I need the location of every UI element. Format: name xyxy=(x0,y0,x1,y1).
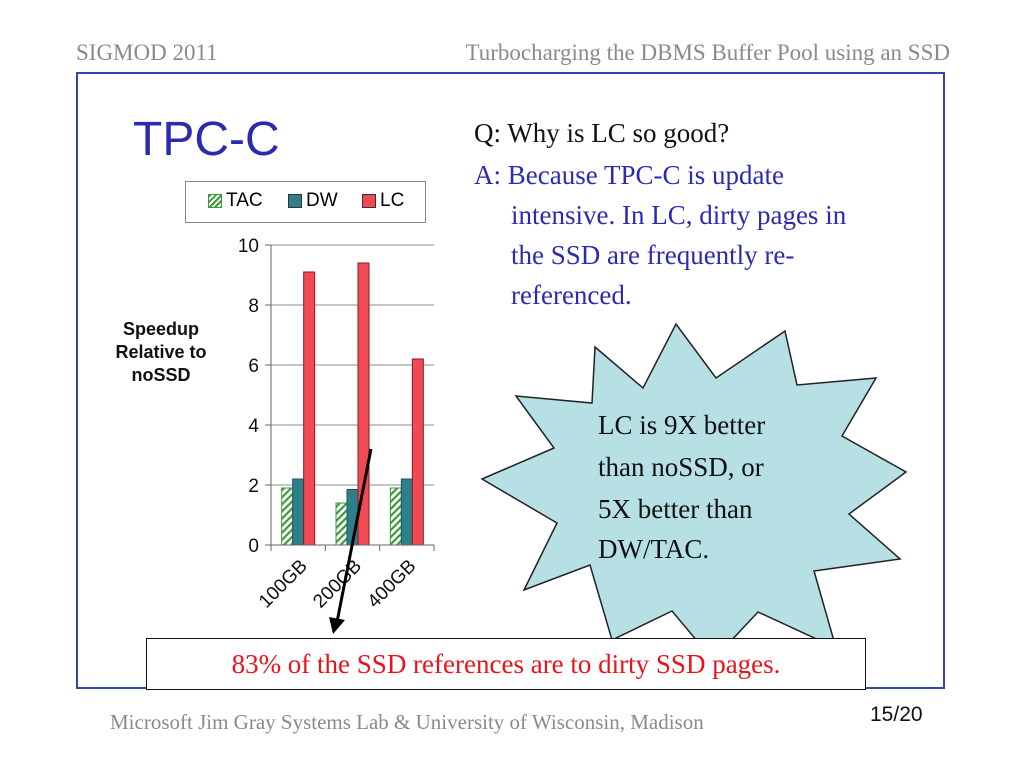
callout-line-2: than noSSD, or xyxy=(598,452,764,482)
callout-line-3: 5X better than xyxy=(598,494,753,524)
question-text: Q: Why is LC so good? xyxy=(474,118,730,148)
pointer-arrow-line xyxy=(335,448,373,623)
answer-line-2: intensive. In LC, dirty pages in xyxy=(511,200,847,230)
conference-label: SIGMOD 2011 xyxy=(76,40,218,65)
footer-affiliation: Microsoft Jim Gray Systems Lab & Univers… xyxy=(110,710,704,734)
legend-label-dw: DW xyxy=(306,190,338,211)
legend-swatch-tac xyxy=(208,193,222,208)
legend-item-tac: TAC xyxy=(208,190,263,212)
y-tick-label: 10 xyxy=(238,236,259,257)
y-axis-label-line-3: noSSD xyxy=(131,365,191,385)
y-tick-label: 6 xyxy=(248,356,259,377)
slide-title: TPC-C xyxy=(133,113,280,166)
y-tick-label: 8 xyxy=(248,296,259,317)
y-tick-label: 2 xyxy=(248,476,259,497)
legend-item-dw: DW xyxy=(288,190,338,212)
legend-item-lc: LC xyxy=(362,190,404,212)
dirty-pages-note: 83% of the SSD references are to dirty S… xyxy=(146,638,866,690)
answer-line-3: the SSD are frequently re- xyxy=(511,240,795,270)
answer-line-1: A: Because TPC-C is update xyxy=(474,160,784,190)
y-axis-label-line-1: Speedup xyxy=(122,319,199,339)
page-number: 15/20 xyxy=(870,703,923,726)
legend-swatch-lc xyxy=(362,193,376,208)
chart-legend: TAC DW LC xyxy=(185,181,426,223)
callout-line-4: DW/TAC. xyxy=(598,534,710,564)
legend-label-lc: LC xyxy=(380,190,405,211)
legend-label-tac: TAC xyxy=(226,190,263,211)
legend-swatch-dw xyxy=(288,193,302,208)
starburst-shape xyxy=(480,322,908,662)
pointer-arrow-head xyxy=(329,617,345,634)
y-axis-label: Speedup Relative to noSSD xyxy=(96,318,226,387)
y-tick-label: 0 xyxy=(248,536,259,557)
talk-title: Turbocharging the DBMS Buffer Pool using… xyxy=(465,40,950,65)
y-tick-label: 4 xyxy=(248,416,259,437)
answer-line-4: referenced. xyxy=(511,280,632,310)
y-axis-label-line-2: Relative to xyxy=(115,342,207,362)
callout-line-1: LC is 9X better xyxy=(598,410,766,440)
